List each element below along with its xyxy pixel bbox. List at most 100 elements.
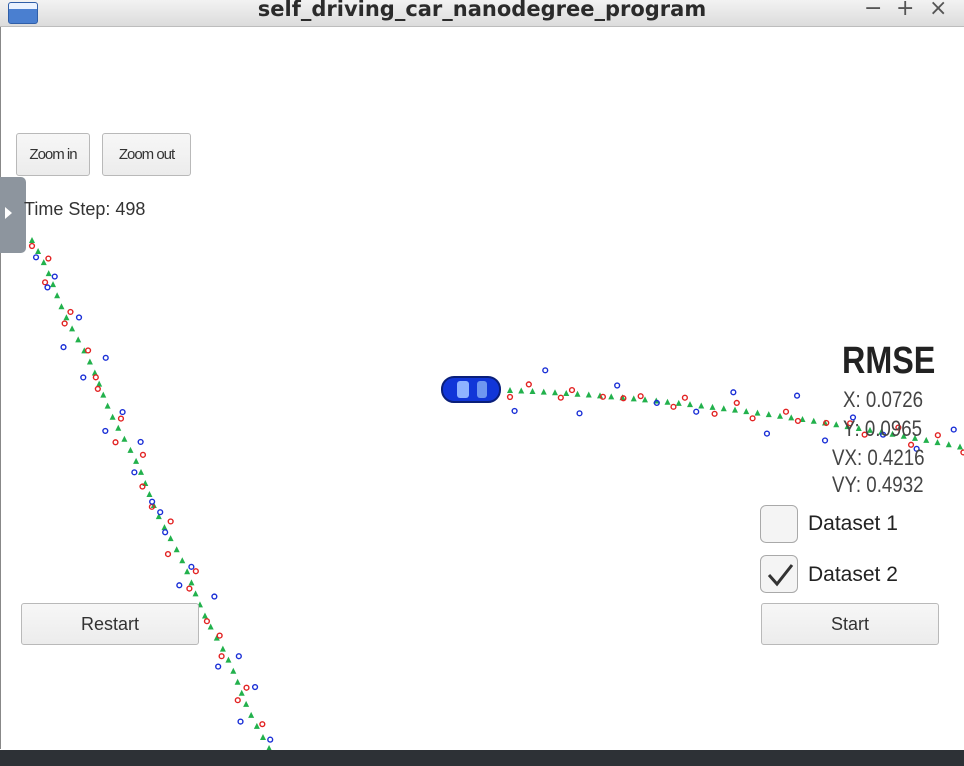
ground-truth-marker xyxy=(867,426,873,433)
ground-truth-marker xyxy=(54,292,61,299)
lidar-marker xyxy=(139,451,147,458)
ground-truth-marker xyxy=(957,443,963,450)
ground-truth-marker xyxy=(127,446,134,453)
ground-truth-marker xyxy=(213,634,220,641)
lidar-marker xyxy=(681,394,689,401)
ground-truth-marker xyxy=(608,393,615,400)
ground-truth-marker xyxy=(109,413,116,420)
ground-truth-marker xyxy=(945,441,952,448)
lidar-marker xyxy=(557,394,564,401)
ground-truth-marker xyxy=(777,412,783,419)
radar-marker xyxy=(614,382,621,389)
dataset-2-label: Dataset 2 xyxy=(808,563,898,586)
ground-truth-marker xyxy=(225,656,232,663)
lidar-marker xyxy=(61,320,68,327)
app-window-icon xyxy=(8,2,38,24)
ground-truth-marker xyxy=(563,389,570,396)
ground-truth-marker xyxy=(253,722,260,729)
ground-truth-marker xyxy=(86,358,93,365)
ground-truth-marker xyxy=(732,406,738,413)
dataset-2-checkbox[interactable] xyxy=(760,555,798,593)
maximize-button[interactable]: + xyxy=(896,0,915,21)
ground-truth-marker xyxy=(923,436,930,443)
ground-truth-marker xyxy=(675,399,682,406)
lidar-marker xyxy=(41,279,49,286)
ground-truth-marker xyxy=(234,678,241,685)
ground-truth-marker xyxy=(58,303,65,310)
ground-truth-marker xyxy=(138,468,145,475)
lidar-marker xyxy=(216,632,223,639)
rmse-vx: VX: 0.4216 xyxy=(832,445,925,470)
radar-marker xyxy=(32,254,40,261)
radar-marker xyxy=(542,367,549,374)
radar-marker xyxy=(950,426,957,433)
ground-truth-marker xyxy=(765,411,772,418)
radar-marker xyxy=(763,430,771,437)
restart-button[interactable]: Restart xyxy=(21,603,199,645)
ground-truth-marker xyxy=(507,387,513,393)
ground-truth-marker xyxy=(630,395,637,402)
lidar-marker xyxy=(794,417,802,425)
radar-marker xyxy=(576,410,583,417)
window-title: self_driving_car_nanodegree_program xyxy=(257,0,707,21)
ground-truth-marker xyxy=(518,387,525,394)
ground-truth-marker xyxy=(238,689,245,696)
dataset-1-checkbox[interactable] xyxy=(760,505,798,543)
lidar-marker xyxy=(92,374,99,381)
ground-truth-marker xyxy=(934,439,941,446)
lidar-marker xyxy=(117,415,125,422)
lidar-marker xyxy=(203,618,211,625)
radar-marker xyxy=(849,414,857,421)
ground-truth-marker xyxy=(687,401,693,408)
ground-truth-marker xyxy=(50,281,57,288)
close-button[interactable]: × xyxy=(929,0,948,21)
radar-marker xyxy=(44,284,51,291)
radar-marker xyxy=(51,273,58,280)
ground-truth-marker xyxy=(104,402,111,409)
lidar-marker xyxy=(599,393,607,400)
lidar-marker xyxy=(218,653,225,660)
lidar-marker xyxy=(84,347,92,354)
lidar-marker xyxy=(186,585,193,592)
lidar-marker xyxy=(637,393,644,400)
lidar-marker xyxy=(164,551,172,558)
ground-truth-marker xyxy=(29,237,35,243)
ground-truth-marker xyxy=(184,568,191,575)
side-panel-toggle[interactable] xyxy=(0,177,26,253)
radar-marker xyxy=(653,399,660,406)
ground-truth-marker xyxy=(121,435,128,442)
radar-measurements xyxy=(32,254,957,743)
ground-truth-marker xyxy=(709,403,716,410)
ground-truth-marker xyxy=(161,524,168,531)
radar-marker xyxy=(511,407,518,415)
lidar-marker xyxy=(167,518,174,525)
lidar-marker xyxy=(568,386,576,394)
lidar-marker xyxy=(192,568,199,575)
ground-truth-marker xyxy=(115,424,122,431)
zoom-out-button[interactable]: Zoom out xyxy=(102,133,191,176)
ground-truth-marker xyxy=(155,513,162,520)
lidar-marker xyxy=(895,424,902,431)
radar-marker xyxy=(235,653,242,660)
lidar-marker xyxy=(907,441,915,448)
ground-truth-marker xyxy=(179,557,186,564)
zoom-in-button[interactable]: Zoom in xyxy=(16,133,90,176)
radar-marker xyxy=(137,438,144,446)
lidar-marker xyxy=(749,415,756,422)
ground-truth-marker xyxy=(266,745,273,751)
radar-marker xyxy=(211,593,218,600)
start-button[interactable]: Start xyxy=(761,603,939,645)
ground-truth-marker xyxy=(219,645,226,652)
ground-truth-marker xyxy=(243,700,250,707)
radar-marker xyxy=(176,582,183,589)
ground-truth-marker xyxy=(912,434,918,441)
lidar-marker xyxy=(67,308,74,316)
ground-truth-marker xyxy=(664,398,671,405)
radar-marker xyxy=(237,718,244,725)
minimize-button[interactable]: − xyxy=(864,0,883,21)
rmse-title: RMSE xyxy=(842,340,936,382)
radar-marker xyxy=(251,683,259,691)
lidar-marker xyxy=(45,255,52,262)
ground-truth-marker xyxy=(173,546,180,553)
